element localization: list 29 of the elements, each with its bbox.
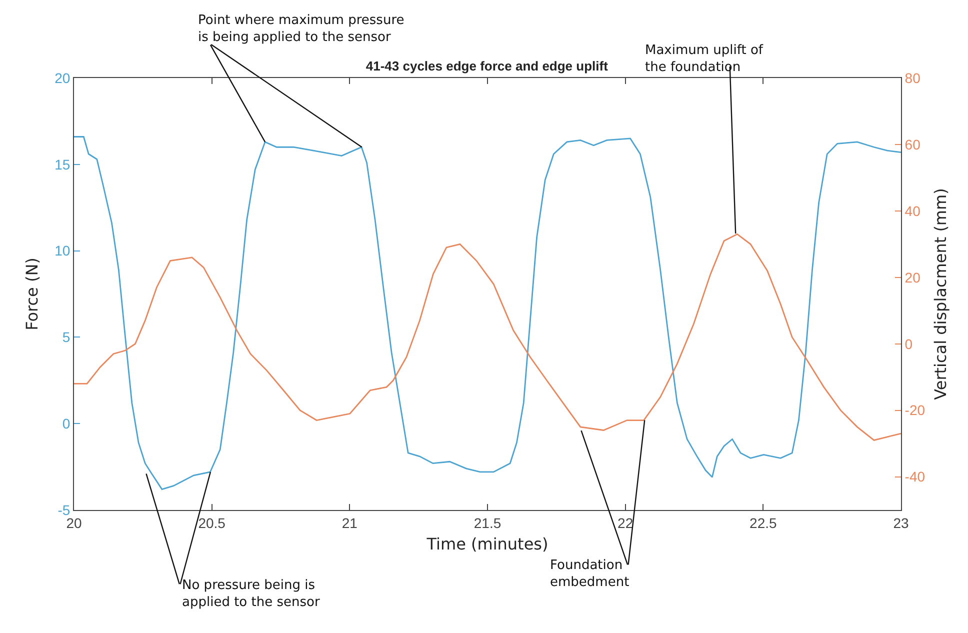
chart-title: 41-43 cycles edge force and edge uplift [366,58,609,74]
y-tick-label: 5 [62,329,70,346]
line-series [74,233,901,441]
annotation: Maximum uplift of the foundation [645,43,764,75]
y-tick-label: 20 [54,70,70,86]
x-axis-title: Time (minutes) [426,534,548,554]
y-tick-label: 0 [62,416,70,432]
annotation: Foundation embedment [550,558,630,590]
y2-tick-label: 60 [904,136,921,152]
y-tick-label: -5 [58,502,70,518]
y2-tick-label: -40 [904,468,926,485]
x-tick-label: 22.5 [750,514,778,531]
x-tick-label: 21.5 [474,514,502,531]
y-tick-label: 15 [54,156,70,172]
x-tick-label: 23 [893,514,909,531]
y-axis-title: Force (N) [22,258,42,330]
annotation: Point where maximum pressure is being applied to the sensor [198,13,404,45]
y2-tick-label: 80 [904,70,921,86]
annotation: No pressure being is applied to the sensor [182,578,320,610]
y2-axis-title: Vertical displacment (mm) [930,188,950,400]
line-series [74,136,901,490]
y2-tick-label: 20 [904,269,921,286]
y-tick-label: 10 [54,242,70,259]
x-tick-label: 20.5 [198,514,226,531]
x-tick-label: 22 [618,514,634,531]
x-tick-label: 21 [342,514,358,531]
y2-tick-label: -20 [904,402,926,418]
y2-tick-label: 0 [904,336,913,352]
y2-tick-label: 40 [904,202,921,219]
